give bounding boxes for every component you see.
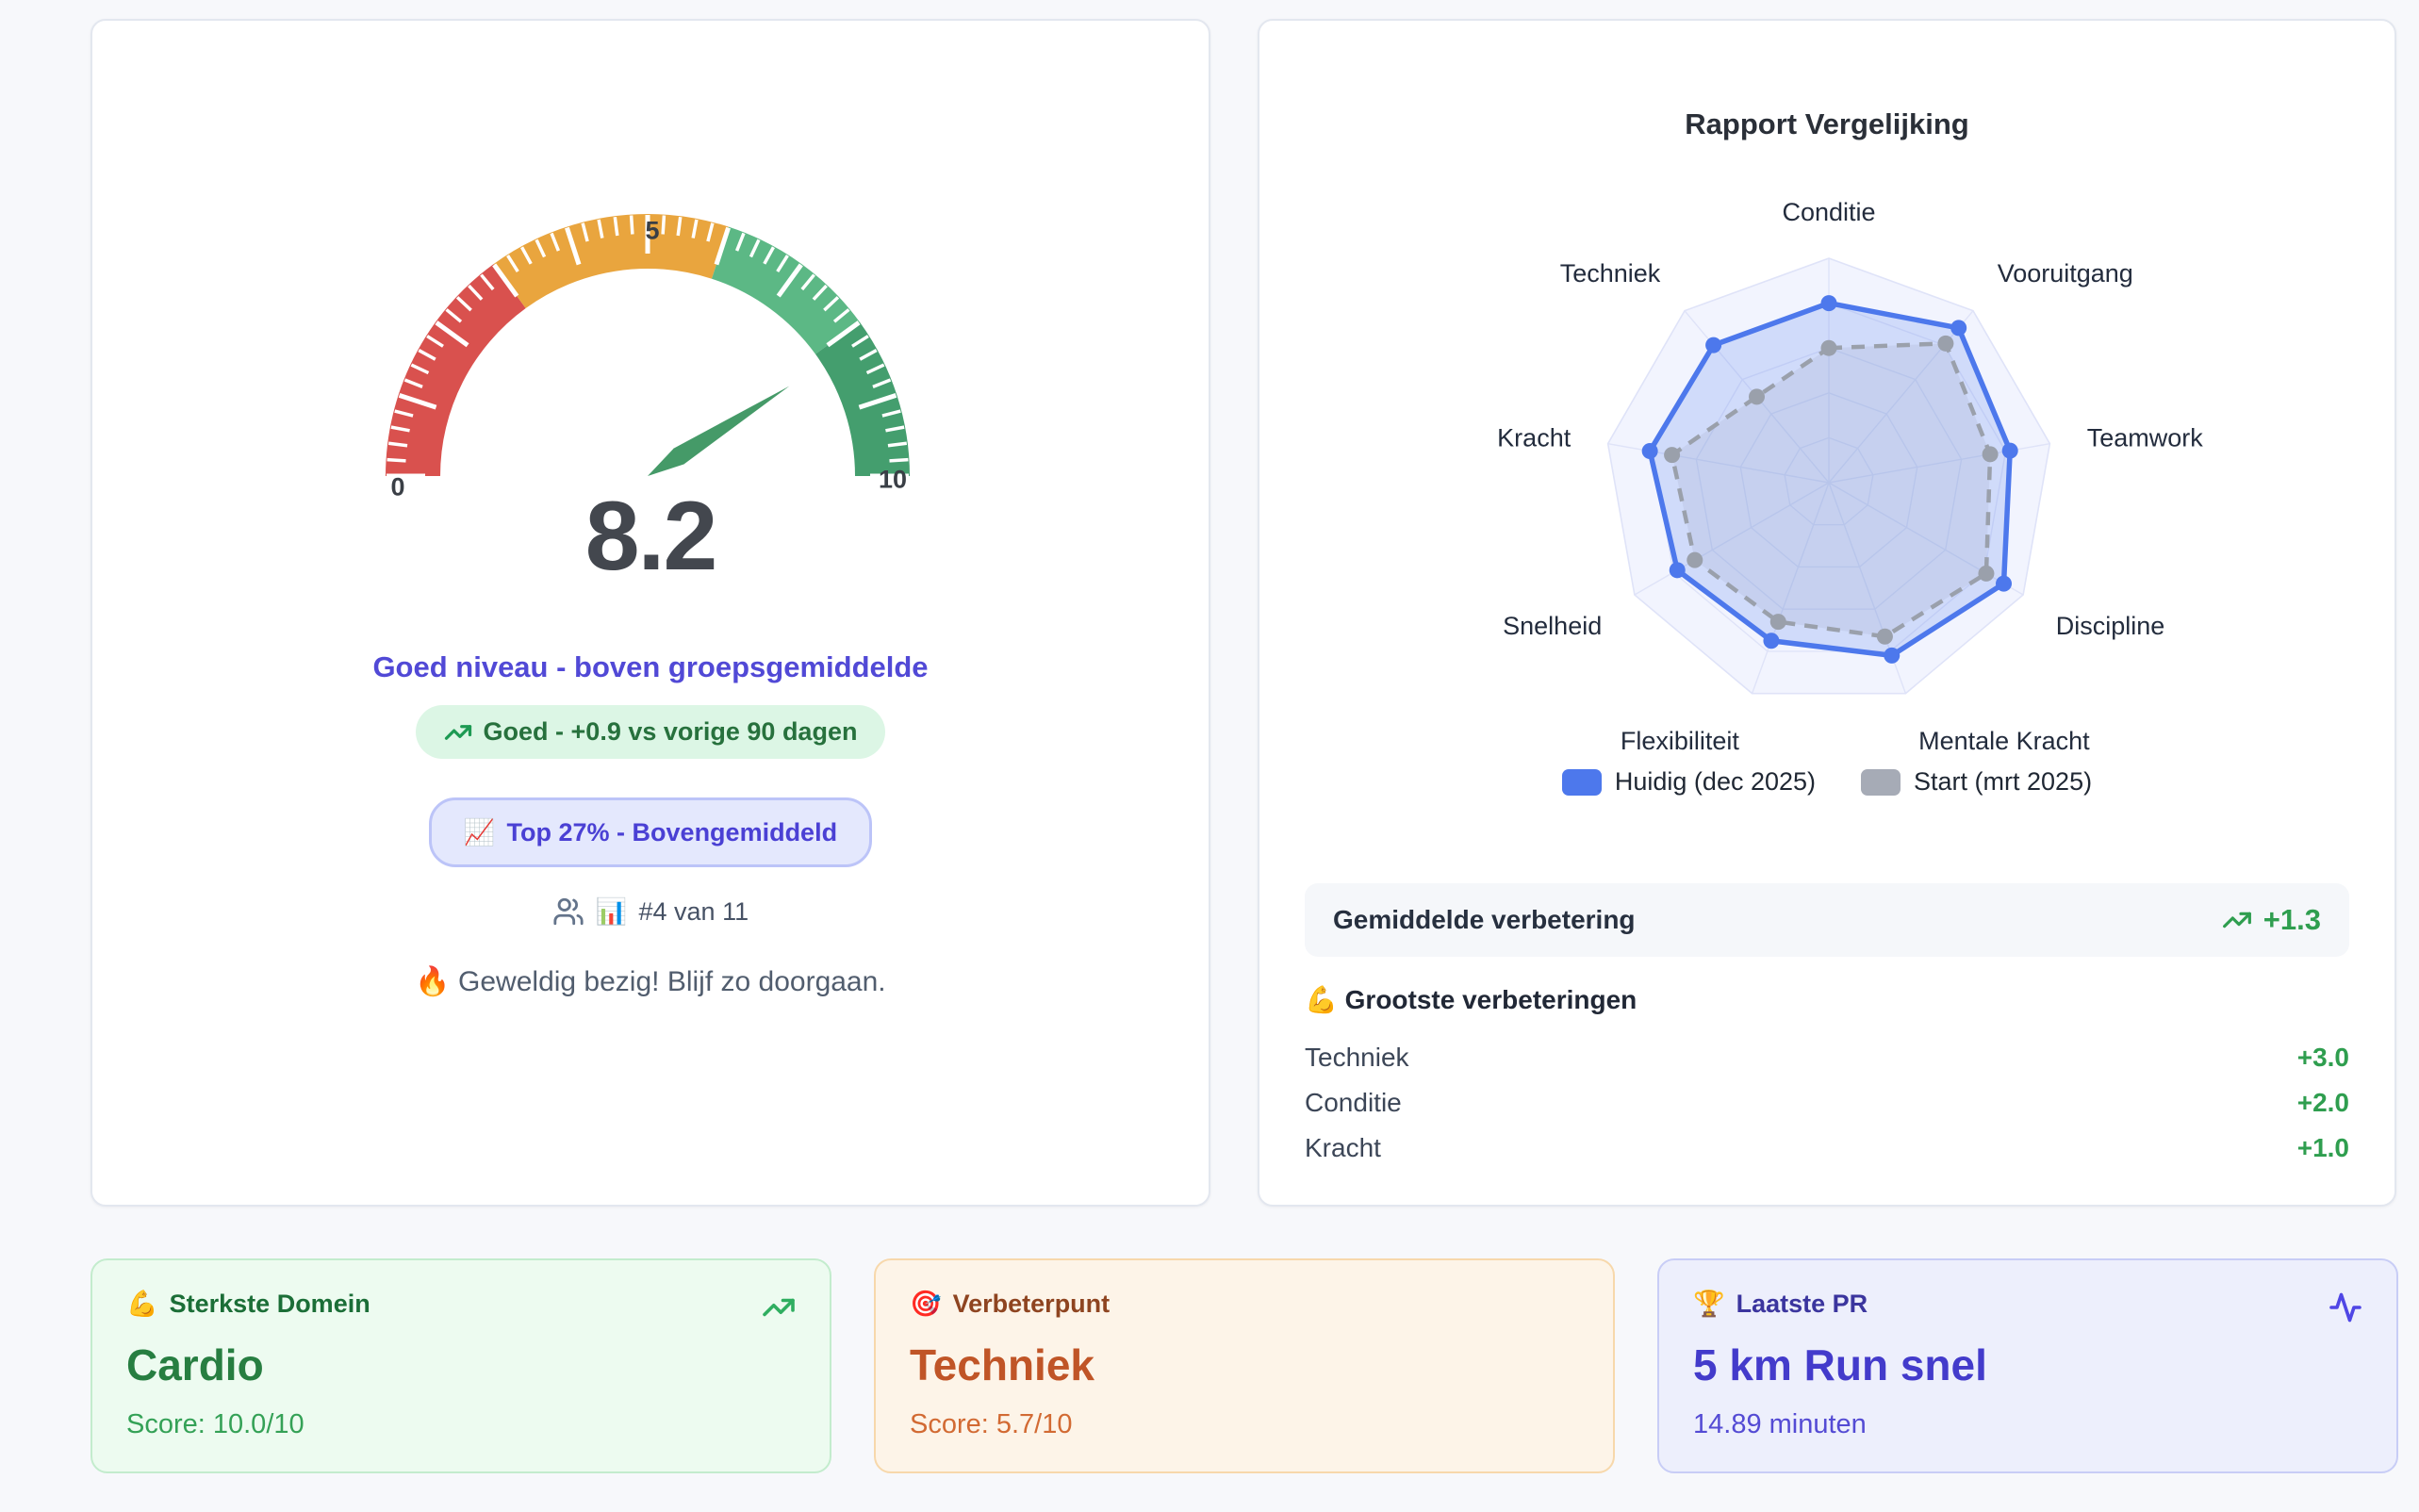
legend-swatch-huidig: [1561, 768, 1602, 796]
summary-subtitle: Score: 5.7/10: [910, 1409, 1073, 1439]
bar-chart-icon: 📊: [595, 897, 628, 927]
svg-text:Flexibiliteit: Flexibiliteit: [1621, 727, 1740, 755]
trophy-icon: 🏆: [1693, 1290, 1725, 1319]
svg-text:Conditie: Conditie: [1782, 198, 1875, 226]
legend-item-huidig[interactable]: Huidig (dec 2025): [1561, 767, 1817, 797]
legend-item-start[interactable]: Start (mrt 2025): [1861, 767, 2092, 797]
improvement-value: +3.0: [2296, 1043, 2349, 1072]
motivation-text: 🔥 Geweldig bezig! Blijf zo doorgaan.: [415, 966, 886, 997]
group-rank-row: 📊 #4 van 11: [92, 896, 1209, 928]
legend-swatch-start: [1861, 768, 1901, 796]
radar-legend: Huidig (dec 2025) Start (mrt 2025): [1259, 767, 2394, 797]
chart-increasing-icon: 📈: [463, 818, 496, 847]
percentile-badge-label: Top 27% - Bovengemiddeld: [506, 817, 838, 846]
summary-title: 5 km Run snel: [1693, 1340, 1987, 1389]
percentile-badge: 📈 Top 27% - Bovengemiddeld: [428, 797, 873, 867]
legend-label-huidig: Huidig (dec 2025): [1614, 767, 1817, 796]
svg-text:Teamwork: Teamwork: [2087, 424, 2204, 452]
summary-header: Laatste PR: [1736, 1289, 1868, 1318]
improvement-row: Conditie +2.0: [1305, 1084, 2349, 1122]
comparison-card: Rapport Vergelijking Conditie Vooruitgang…: [1258, 19, 2396, 1207]
improvement-label: Techniek: [1305, 1043, 1409, 1072]
summary-header: Verbeterpunt: [952, 1289, 1111, 1318]
svg-text:Discipline: Discipline: [2056, 612, 2165, 640]
score-gauge-card: 0 5 10 8.2 Goed niveau - boven groepsgem…: [91, 19, 1210, 1207]
average-improvement-label: Gemiddelde verbetering: [1333, 905, 1636, 934]
trend-badge: Goed - +0.9 vs vorige 90 dagen: [415, 705, 886, 759]
average-improvement-box: Gemiddelde verbetering +1.3: [1305, 883, 2349, 957]
improvement-row: Kracht +1.0: [1305, 1129, 2349, 1167]
summary-title: Cardio: [126, 1340, 264, 1389]
users-icon: [553, 897, 584, 926]
strongest-domain-card: 💪 Sterkste Domein Cardio Score: 10.0/10: [91, 1258, 831, 1473]
target-icon: 🎯: [910, 1290, 942, 1319]
svg-text:Mentale Kracht: Mentale Kracht: [1918, 727, 2090, 755]
svg-text:Vooruitgang: Vooruitgang: [1998, 259, 2133, 288]
improvement-value: +1.0: [2296, 1133, 2349, 1162]
gauge-chart: [386, 214, 910, 479]
gauge-min-label: 0: [390, 472, 405, 501]
summary-subtitle: Score: 10.0/10: [126, 1409, 304, 1439]
gauge-mid-label: 5: [645, 216, 660, 245]
trending-up-icon: [2222, 912, 2251, 929]
improvement-point-card: 🎯 Verbeterpunt Techniek Score: 5.7/10: [874, 1258, 1615, 1473]
svg-text:Kracht: Kracht: [1497, 424, 1572, 452]
gauge-max-label: 10: [878, 465, 908, 494]
comparison-title: Rapport Vergelijking: [1685, 107, 1969, 140]
trend-badge-label: Goed - +0.9 vs vorige 90 dagen: [483, 717, 858, 746]
improvements-title: 💪 Grootste verbeteringen: [1305, 985, 1637, 1014]
improvement-label: Kracht: [1305, 1133, 1381, 1162]
rank-text: #4 van 11: [638, 896, 749, 926]
legend-label-start: Start (mrt 2025): [1914, 767, 2093, 796]
average-improvement-value: +1.3: [2263, 903, 2321, 936]
improvement-value: +2.0: [2296, 1088, 2349, 1117]
gauge-score-value: 8.2: [584, 482, 718, 591]
muscle-icon: 💪: [126, 1290, 158, 1319]
trending-up-icon: [763, 1298, 795, 1317]
trending-up-icon: [444, 724, 471, 740]
radar-chart: Conditie Vooruitgang Teamwork Discipline Men…: [1497, 198, 2204, 755]
improvement-label: Conditie: [1305, 1088, 1402, 1117]
summary-subtitle: 14.89 minuten: [1693, 1409, 1867, 1439]
svg-text:Snelheid: Snelheid: [1503, 612, 1602, 640]
summary-title: Techniek: [910, 1340, 1094, 1389]
activity-icon: [2329, 1292, 2361, 1323]
level-text: Goed niveau - boven groepsgemiddelde: [372, 650, 929, 683]
improvement-row: Techniek +3.0: [1305, 1039, 2349, 1076]
latest-pr-card: 🏆 Laatste PR 5 km Run snel 14.89 minuten: [1657, 1258, 2398, 1473]
summary-header: Sterkste Domein: [169, 1289, 370, 1318]
svg-text:Techniek: Techniek: [1560, 259, 1661, 288]
